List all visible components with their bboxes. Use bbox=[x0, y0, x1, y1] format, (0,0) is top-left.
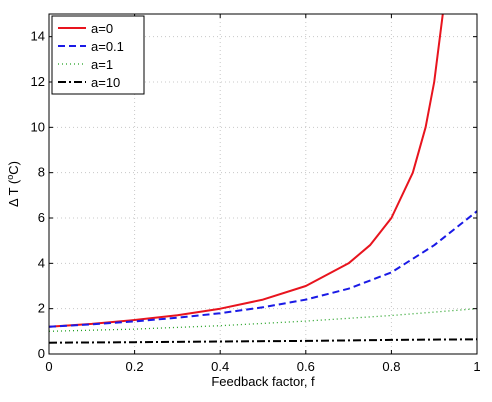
plot-frame bbox=[48, 13, 478, 355]
x-tick-label: 0.8 bbox=[382, 359, 400, 374]
x-tick-label: 0.4 bbox=[211, 359, 229, 374]
series-line-a=10 bbox=[49, 338, 477, 344]
legend-label-a=1: a=1 bbox=[91, 57, 113, 72]
y-tick-label: 2 bbox=[38, 301, 45, 316]
y-axis-label-main: Δ T ( bbox=[6, 179, 21, 207]
y-tick-label: 8 bbox=[38, 165, 45, 180]
y-tick-label: 4 bbox=[38, 255, 45, 270]
series-line-a=1 bbox=[49, 308, 477, 332]
series-line-a=0 bbox=[49, 14, 444, 328]
series-line-a=0.1 bbox=[49, 210, 477, 328]
y-axis-label: Δ T (oC) bbox=[5, 161, 21, 207]
y-tick-label: 10 bbox=[31, 119, 45, 134]
y-axis-label-superscript: o bbox=[5, 175, 15, 180]
x-tick-label: 1 bbox=[473, 359, 480, 374]
y-tick-label: 6 bbox=[38, 210, 45, 225]
x-tick-labels: 0 0.2 0.4 0.6 0.8 1 bbox=[45, 359, 480, 374]
series-layer bbox=[49, 14, 477, 344]
y-tick-label: 14 bbox=[31, 29, 45, 44]
legend-label-a=10: a=10 bbox=[91, 75, 120, 90]
legend: a=0 a=0.1 a=1 a=10 bbox=[51, 15, 145, 95]
legend-items: a=0 a=0.1 a=1 a=10 bbox=[58, 21, 124, 90]
y-axis-label-unit: C) bbox=[6, 161, 21, 175]
x-axis-label: Feedback factor, f bbox=[211, 374, 315, 389]
x-tick-label: 0.6 bbox=[297, 359, 315, 374]
legend-label-a=0: a=0 bbox=[91, 21, 113, 36]
y-tick-label: 0 bbox=[38, 346, 45, 361]
ticks bbox=[48, 14, 478, 355]
legend-label-a=0.1: a=0.1 bbox=[91, 39, 124, 54]
y-tick-labels: 0 2 4 6 8 10 12 14 bbox=[31, 29, 45, 361]
x-tick-label: 0.2 bbox=[126, 359, 144, 374]
x-tick-label: 0 bbox=[45, 359, 52, 374]
y-tick-label: 12 bbox=[31, 74, 45, 89]
